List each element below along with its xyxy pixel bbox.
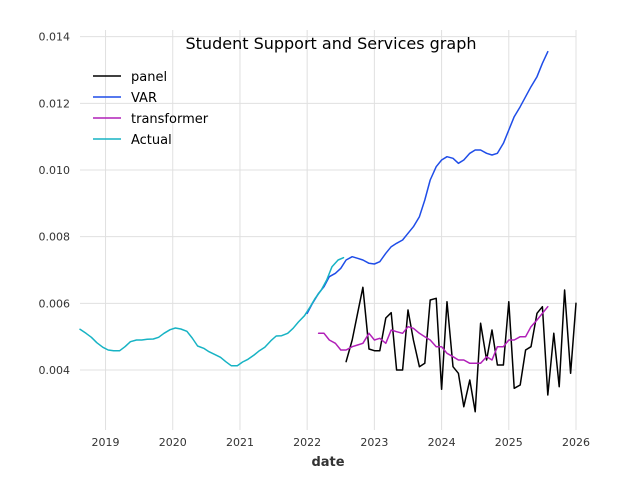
y-tick-label: 0.012 (39, 97, 71, 110)
series-line-var (306, 50, 549, 315)
chart-title: Student Support and Services graph (186, 34, 477, 53)
y-tick-label: 0.006 (39, 297, 71, 310)
legend-label-panel: panel (131, 70, 167, 85)
x-tick-label: 2025 (495, 436, 523, 449)
x-tick-label: 2019 (92, 436, 120, 449)
x-tick-label: 2024 (428, 436, 456, 449)
x-axis-ticks: 2019 2020 2021 2022 2023 2024 2025 2026 (92, 436, 590, 449)
x-tick-label: 2023 (360, 436, 388, 449)
x-tick-label: 2021 (226, 436, 254, 449)
series-line-transformer (317, 305, 549, 365)
legend-label-transformer: transformer (131, 112, 209, 127)
legend-label-actual: Actual (131, 133, 172, 148)
y-tick-label: 0.008 (39, 231, 71, 244)
series-line-actual (79, 256, 345, 367)
y-tick-label: 0.010 (39, 164, 71, 177)
y-axis-ticks: 0.004 0.006 0.008 0.010 0.012 0.014 (39, 31, 71, 377)
legend: panel VAR transformer Actual (93, 70, 209, 148)
x-tick-label: 2022 (293, 436, 321, 449)
grid (80, 30, 577, 430)
x-tick-label: 2020 (159, 436, 187, 449)
x-tick-label: 2026 (562, 436, 590, 449)
series-line-panel (345, 286, 577, 413)
x-axis-label: date (311, 455, 344, 470)
y-tick-label: 0.014 (39, 31, 71, 44)
y-tick-label: 0.004 (39, 364, 71, 377)
series-layer (79, 50, 577, 413)
legend-label-var: VAR (131, 91, 157, 106)
